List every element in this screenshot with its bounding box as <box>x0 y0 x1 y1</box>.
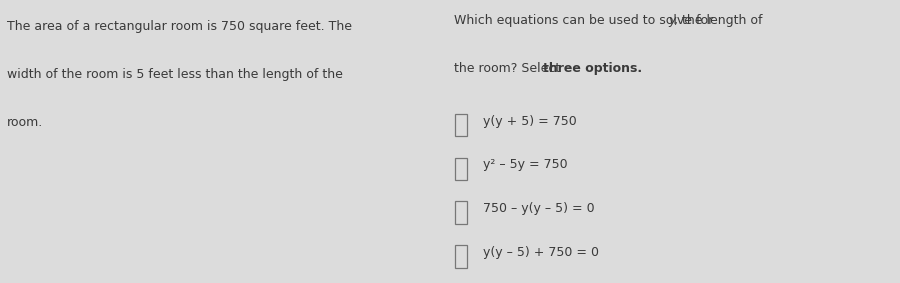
Text: Which equations can be used to solve for: Which equations can be used to solve for <box>454 14 718 27</box>
Text: the room? Select: the room? Select <box>454 62 565 75</box>
Text: 750 – y(y – 5) = 0: 750 – y(y – 5) = 0 <box>483 202 595 215</box>
Text: y(y + 5) = 750: y(y + 5) = 750 <box>483 115 577 128</box>
Text: y: y <box>669 14 676 27</box>
Text: The area of a rectangular room is 750 square feet. The: The area of a rectangular room is 750 sq… <box>7 20 352 33</box>
Bar <box>454 114 467 136</box>
Bar <box>454 158 467 180</box>
Text: y² – 5y = 750: y² – 5y = 750 <box>483 158 568 171</box>
Text: , the length of: , the length of <box>674 14 762 27</box>
Text: y(y – 5) + 750 = 0: y(y – 5) + 750 = 0 <box>483 246 599 259</box>
Bar <box>454 201 467 224</box>
Text: width of the room is 5 feet less than the length of the: width of the room is 5 feet less than th… <box>7 68 343 81</box>
Text: room.: room. <box>7 116 43 129</box>
Bar <box>454 245 467 268</box>
Text: three options.: three options. <box>544 62 643 75</box>
